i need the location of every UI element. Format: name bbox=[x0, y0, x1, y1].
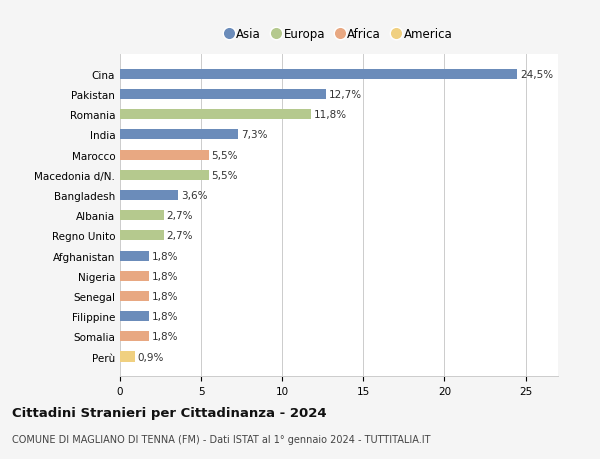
Bar bbox=[120, 130, 238, 140]
Bar bbox=[120, 150, 209, 160]
Bar bbox=[120, 70, 517, 80]
Bar bbox=[120, 231, 164, 241]
Bar bbox=[120, 110, 311, 120]
Text: 1,8%: 1,8% bbox=[152, 312, 178, 321]
Bar bbox=[120, 90, 326, 100]
Text: 12,7%: 12,7% bbox=[328, 90, 362, 100]
Text: Cittadini Stranieri per Cittadinanza - 2024: Cittadini Stranieri per Cittadinanza - 2… bbox=[12, 406, 326, 419]
Text: 1,8%: 1,8% bbox=[152, 251, 178, 261]
Text: 1,8%: 1,8% bbox=[152, 271, 178, 281]
Text: 1,8%: 1,8% bbox=[152, 331, 178, 341]
Text: 5,5%: 5,5% bbox=[212, 150, 238, 160]
Text: 11,8%: 11,8% bbox=[314, 110, 347, 120]
Text: 1,8%: 1,8% bbox=[152, 291, 178, 301]
Text: COMUNE DI MAGLIANO DI TENNA (FM) - Dati ISTAT al 1° gennaio 2024 - TUTTITALIA.IT: COMUNE DI MAGLIANO DI TENNA (FM) - Dati … bbox=[12, 434, 431, 444]
Text: 24,5%: 24,5% bbox=[520, 70, 553, 80]
Text: 3,6%: 3,6% bbox=[181, 190, 208, 201]
Text: 2,7%: 2,7% bbox=[166, 231, 193, 241]
Bar bbox=[120, 170, 209, 180]
Bar bbox=[120, 311, 149, 321]
Text: 7,3%: 7,3% bbox=[241, 130, 268, 140]
Bar bbox=[120, 291, 149, 302]
Legend: Asia, Europa, Africa, America: Asia, Europa, Africa, America bbox=[223, 26, 455, 43]
Bar bbox=[120, 190, 178, 201]
Bar bbox=[120, 211, 164, 221]
Bar bbox=[120, 352, 134, 362]
Bar bbox=[120, 251, 149, 261]
Text: 5,5%: 5,5% bbox=[212, 170, 238, 180]
Bar bbox=[120, 271, 149, 281]
Text: 2,7%: 2,7% bbox=[166, 211, 193, 221]
Text: 0,9%: 0,9% bbox=[137, 352, 163, 362]
Bar bbox=[120, 331, 149, 341]
